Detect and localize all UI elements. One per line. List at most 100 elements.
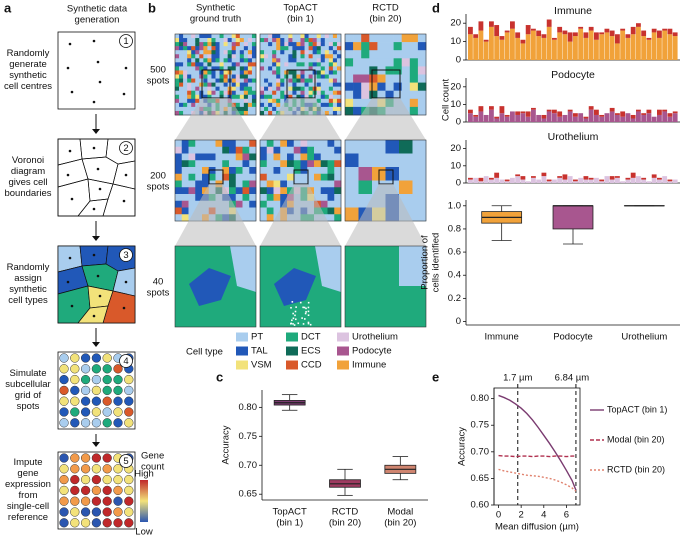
mosaic-tile — [304, 42, 309, 47]
mosaic-tile — [227, 66, 232, 71]
mosaic-tile — [181, 140, 189, 148]
mosaic-tile — [243, 50, 249, 55]
mosaic-tile — [401, 98, 411, 108]
mosaic-tile — [296, 94, 301, 100]
bar — [504, 114, 510, 117]
column-header: (bin 1) — [287, 14, 314, 25]
mosaic-tile — [235, 38, 241, 43]
mosaic-tile — [296, 82, 301, 87]
mosaic-tile — [239, 42, 245, 47]
line — [498, 468, 577, 492]
mosaic-tile — [377, 74, 386, 83]
legend-label: Modal (bin 20) — [607, 434, 665, 444]
mosaic-tile — [242, 153, 250, 161]
bar — [478, 106, 484, 112]
bar — [483, 41, 489, 60]
spot — [91, 385, 102, 396]
mosaic-tile — [247, 78, 253, 83]
spot — [91, 418, 102, 428]
spot — [113, 474, 123, 485]
mosaic-tile — [181, 180, 189, 188]
line — [498, 394, 577, 491]
mosaic-tile — [235, 140, 243, 148]
step-text: from — [19, 490, 38, 501]
mosaic-tile — [345, 180, 359, 195]
colorbar-title: count — [141, 462, 165, 473]
mosaic-tile — [195, 78, 200, 83]
mosaic-tile — [284, 86, 289, 91]
mosaic-tile — [296, 50, 301, 55]
mosaic-tile — [249, 146, 257, 154]
spot — [80, 353, 91, 363]
mosaic-tile — [239, 98, 245, 104]
spot — [102, 485, 112, 496]
mosaic-tile — [175, 34, 180, 39]
mosaic-tile — [239, 94, 245, 100]
mosaic-tile — [188, 200, 196, 208]
mosaic-tile — [239, 46, 245, 51]
mosaic-tile — [293, 140, 301, 148]
cell-centre — [92, 39, 96, 43]
mosaic-tile — [361, 98, 370, 108]
mosaic-tile — [264, 94, 269, 100]
mosaic-tile — [292, 78, 297, 83]
bar — [672, 179, 678, 183]
bar — [646, 39, 652, 60]
mosaic-tile — [183, 42, 188, 47]
mosaic-tile — [353, 74, 362, 83]
mosaic-tile — [280, 194, 288, 202]
mosaic-tile — [235, 94, 241, 100]
mosaic-tile — [231, 74, 237, 79]
mosaic-tile — [223, 70, 228, 75]
spot — [102, 385, 112, 396]
bar — [636, 176, 641, 183]
spot — [124, 485, 134, 496]
mosaic-tile — [345, 153, 359, 168]
zoom-link — [345, 98, 426, 140]
mosaic-tile — [280, 82, 285, 87]
mosaic-tile — [208, 146, 216, 154]
mosaic-tile — [223, 38, 228, 43]
mosaic-tile — [308, 66, 313, 71]
mosaic-tile — [202, 173, 210, 181]
mosaic-tile — [247, 62, 253, 67]
mosaic-tile — [266, 146, 274, 154]
mosaic-tile — [211, 50, 216, 55]
mosaic-tile — [215, 46, 220, 51]
mosaic-tile — [175, 140, 183, 148]
bar — [625, 179, 631, 183]
mosaic-tile — [332, 38, 338, 43]
mosaic-tile — [247, 86, 253, 91]
x-tick-label: 0 — [496, 510, 501, 521]
mosaic-tile — [280, 42, 285, 47]
mosaic-tile — [358, 153, 373, 168]
mosaic-tile — [202, 146, 210, 154]
bar — [636, 109, 641, 112]
mosaic-tile — [327, 207, 335, 215]
mosaic-tile — [175, 50, 180, 55]
mosaic-tile — [175, 42, 180, 47]
mosaic-tile — [183, 106, 188, 112]
mosaic-tile — [409, 58, 419, 67]
step-text: gives cell — [8, 177, 47, 188]
bar — [504, 32, 510, 60]
mosaic-tile — [179, 50, 184, 55]
mosaic-tile — [288, 94, 293, 100]
mosaic-tile — [385, 90, 394, 100]
mosaic-tile — [199, 66, 204, 71]
column-header: TopACT — [283, 3, 318, 14]
step-text: reference — [8, 512, 48, 523]
mosaic-tile — [332, 98, 338, 104]
y-tick-label: 0.75 — [471, 420, 490, 431]
mosaic-tile — [276, 78, 281, 83]
mosaic-tile — [260, 140, 268, 148]
bar — [599, 179, 605, 182]
mosaic-tile — [188, 140, 196, 148]
mosaic-tile — [336, 110, 342, 116]
mosaic-tile — [179, 66, 184, 71]
mosaic-tile — [181, 200, 189, 208]
mosaic-tile — [290, 322, 293, 325]
mosaic-tile — [191, 50, 196, 55]
mosaic-tile — [309, 323, 312, 326]
mosaic-tile — [187, 106, 192, 112]
